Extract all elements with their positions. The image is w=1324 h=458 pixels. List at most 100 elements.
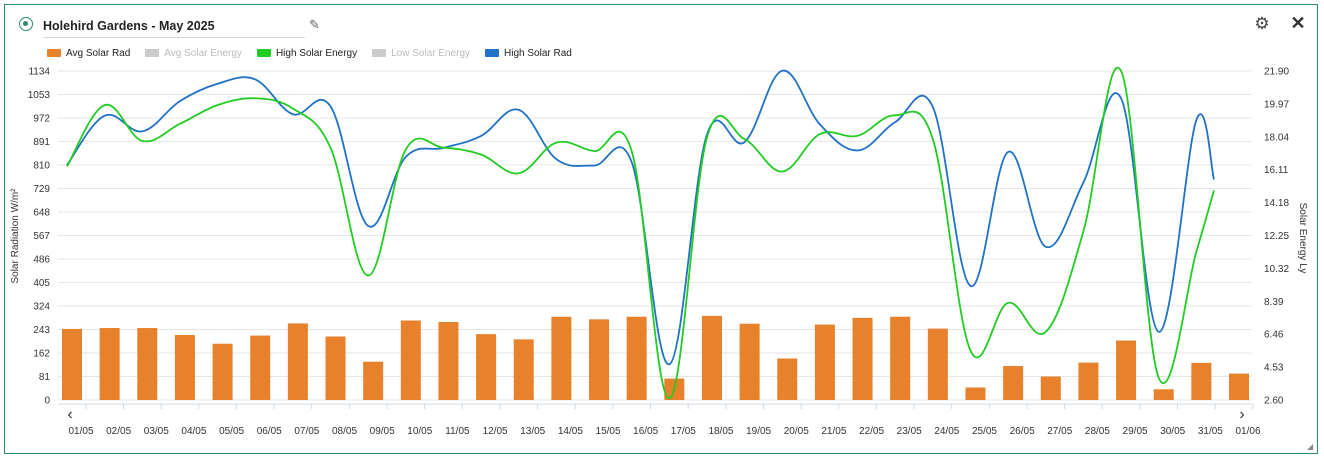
bar-avg-solar-rad[interactable]: [1040, 376, 1061, 401]
bar-avg-solar-rad[interactable]: [890, 316, 911, 400]
x-tick-label: 18/05: [708, 426, 733, 437]
bar-avg-solar-rad[interactable]: [287, 323, 308, 400]
x-tick-label: 20/05: [784, 426, 809, 437]
x-tick-label: 02/05: [106, 426, 131, 437]
right-tick-label: 21.90: [1264, 67, 1289, 78]
bar-avg-solar-rad[interactable]: [513, 339, 534, 400]
bar-avg-solar-rad[interactable]: [965, 387, 986, 400]
x-tick-label: 31/05: [1198, 426, 1223, 437]
close-icon[interactable]: ✕: [1290, 13, 1306, 33]
right-tick-label: 4.53: [1264, 363, 1284, 374]
x-tick-label: 11/05: [445, 426, 470, 437]
left-tick-label: 243: [33, 325, 50, 336]
legend-item-high-solar-energy[interactable]: High Solar Energy: [256, 45, 358, 61]
legend-item-low-solar-energy[interactable]: Low Solar Energy: [372, 45, 470, 61]
x-tick-label: 10/05: [407, 426, 432, 437]
bar-avg-solar-rad[interactable]: [589, 319, 610, 400]
bar-avg-solar-rad[interactable]: [400, 320, 421, 400]
bar-avg-solar-rad[interactable]: [1078, 362, 1099, 400]
legend-item-avg-solar-rad[interactable]: Avg Solar Rad: [47, 45, 130, 61]
bar-avg-solar-rad[interactable]: [137, 328, 158, 400]
legend-label: High Solar Energy: [275, 47, 358, 59]
line-high-solar-rad[interactable]: [66, 69, 1215, 366]
right-tick-label: 8.39: [1264, 297, 1284, 308]
legend-swatch: [372, 49, 387, 57]
bar-avg-solar-rad[interactable]: [174, 335, 195, 400]
left-tick-label: 729: [33, 184, 50, 195]
left-tick-label: 81: [39, 372, 51, 383]
x-tick-label: 17/05: [671, 426, 696, 437]
left-tick-label: 567: [33, 231, 50, 242]
x-tick-label: 30/05: [1160, 426, 1185, 437]
bar-avg-solar-rad[interactable]: [852, 317, 873, 400]
x-tick-label: 21/05: [821, 426, 846, 437]
bar-avg-solar-rad[interactable]: [701, 315, 722, 400]
x-tick-label: 23/05: [897, 426, 922, 437]
x-tick-label: 15/05: [596, 426, 621, 437]
legend-label: High Solar Rad: [504, 47, 572, 59]
panel-header: Holehird Gardens - May 2025 ✎ ⚙ ✕: [5, 5, 1317, 43]
bar-avg-solar-rad[interactable]: [1153, 389, 1174, 400]
x-tick-label: 04/05: [181, 426, 206, 437]
legend-label: Avg Solar Rad: [66, 47, 131, 59]
right-tick-label: 2.60: [1264, 396, 1284, 407]
left-tick-label: 891: [33, 137, 50, 148]
bar-avg-solar-rad[interactable]: [1003, 366, 1024, 400]
bar-avg-solar-rad[interactable]: [1116, 340, 1137, 400]
bar-avg-solar-rad[interactable]: [438, 321, 459, 400]
x-tick-label: 19/05: [746, 426, 771, 437]
legend-item-high-solar-rad[interactable]: High Solar Rad: [485, 45, 572, 61]
chart-title-input[interactable]: Holehird Gardens - May 2025: [43, 15, 305, 38]
x-tick-label: 06/05: [257, 426, 282, 437]
right-tick-label: 14.18: [1264, 198, 1289, 209]
gear-icon[interactable]: ⚙: [1254, 14, 1270, 33]
bar-avg-solar-rad[interactable]: [476, 334, 497, 400]
x-tick-label: 03/05: [144, 426, 169, 437]
legend-item-avg-solar-energy[interactable]: Avg Solar Energy: [145, 45, 242, 61]
x-tick-label: 09/05: [370, 426, 395, 437]
scroll-right-icon[interactable]: ›: [1239, 406, 1244, 423]
left-tick-label: 1053: [28, 90, 51, 101]
x-tick-label: 07/05: [294, 426, 319, 437]
legend-swatch: [256, 49, 271, 57]
bar-avg-solar-rad[interactable]: [1229, 373, 1249, 400]
bar-avg-solar-rad[interactable]: [62, 328, 82, 400]
left-tick-label: 405: [33, 278, 50, 289]
status-radio-icon[interactable]: [19, 17, 33, 31]
bar-avg-solar-rad[interactable]: [551, 316, 572, 400]
bar-avg-solar-rad[interactable]: [739, 323, 760, 400]
x-tick-label: 25/05: [972, 426, 997, 437]
pencil-icon[interactable]: ✎: [309, 17, 320, 32]
x-tick-label: 01/05: [68, 426, 93, 437]
x-tick-label: 26/05: [1010, 426, 1035, 437]
resize-grip-icon[interactable]: ◢: [1307, 442, 1314, 451]
bar-avg-solar-rad[interactable]: [363, 361, 384, 400]
x-tick-label: 22/05: [859, 426, 884, 437]
legend-label: Avg Solar Energy: [164, 47, 242, 59]
y-axis-title-right: Solar Energy Ly: [1297, 203, 1308, 274]
x-tick-label: 16/05: [633, 426, 658, 437]
x-tick-label: 13/05: [520, 426, 545, 437]
bar-avg-solar-rad[interactable]: [250, 335, 271, 400]
x-tick-label: 08/05: [332, 426, 357, 437]
left-tick-label: 324: [33, 302, 50, 313]
left-tick-label: 648: [33, 208, 50, 219]
bar-avg-solar-rad[interactable]: [814, 324, 835, 400]
bar-avg-solar-rad[interactable]: [325, 336, 346, 400]
left-tick-label: 972: [33, 114, 50, 125]
x-tick-label: 28/05: [1085, 426, 1110, 437]
bar-avg-solar-rad[interactable]: [626, 316, 647, 400]
bar-avg-solar-rad[interactable]: [777, 358, 798, 400]
x-tick-label: 27/05: [1047, 426, 1072, 437]
bar-avg-solar-rad[interactable]: [212, 343, 233, 400]
bar-avg-solar-rad[interactable]: [1191, 362, 1212, 400]
right-tick-label: 10.32: [1264, 264, 1289, 275]
legend-swatch: [485, 49, 500, 57]
line-high-solar-energy[interactable]: [66, 66, 1215, 400]
x-tick-label: 24/05: [934, 426, 959, 437]
bar-avg-solar-rad[interactable]: [927, 328, 948, 400]
right-tick-label: 16.11: [1264, 165, 1289, 176]
right-tick-label: 12.25: [1264, 231, 1289, 242]
scroll-left-icon[interactable]: ‹: [67, 406, 72, 423]
bar-avg-solar-rad[interactable]: [99, 328, 120, 400]
